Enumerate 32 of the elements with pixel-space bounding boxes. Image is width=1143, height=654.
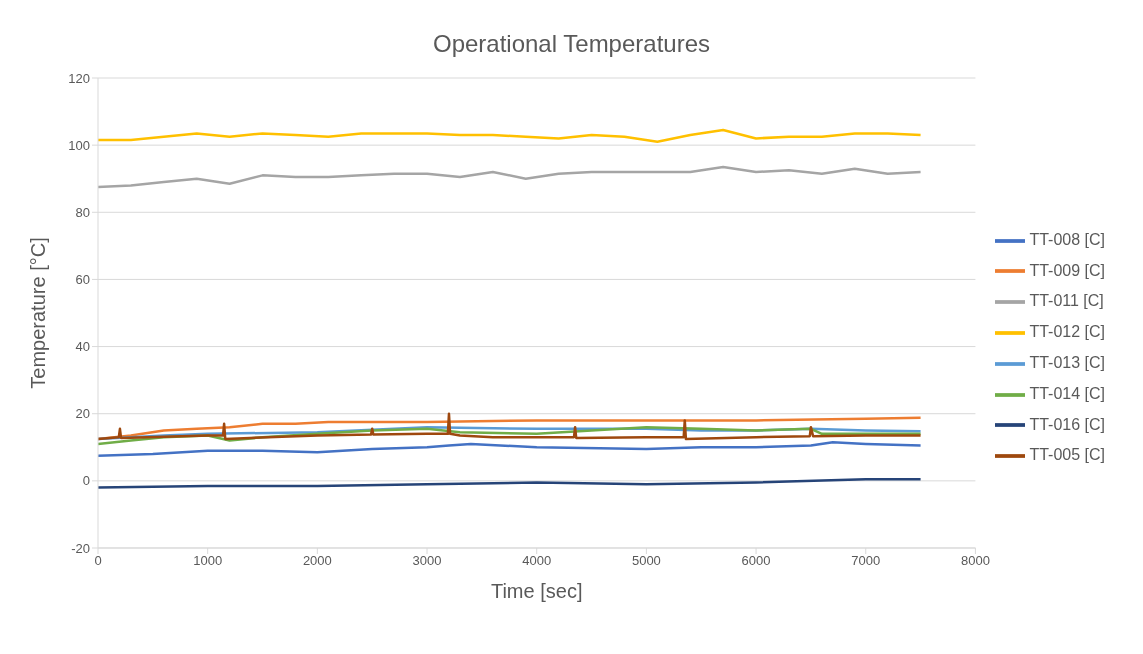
line-series (98, 441, 922, 457)
x-tick-label: 7000 (851, 553, 881, 569)
y-tick-label: 0 (82, 473, 90, 489)
x-axis-title: Time [sec] (490, 580, 583, 602)
y-tick-label: 20 (75, 406, 90, 422)
legend-label: TT-013 [C] (1029, 354, 1105, 371)
y-tick-label: 100 (68, 137, 90, 153)
x-tick-label: 6000 (741, 553, 771, 569)
legend-label: TT-009 [C] (1029, 261, 1105, 279)
legend-label: TT-005 [C] (1029, 446, 1105, 464)
x-tick-label: 1000 (193, 553, 223, 569)
x-tick-label: 0 (94, 553, 102, 569)
legend-label: TT-008 [C] (1029, 230, 1105, 248)
y-tick-label: 60 (75, 272, 90, 288)
x-tick-label: 8000 (960, 553, 990, 569)
y-tick-label: 120 (68, 70, 90, 86)
x-tick-label: 5000 (631, 553, 661, 569)
y-tick-label: -20 (71, 540, 90, 556)
x-tick-label: 4000 (522, 553, 552, 569)
legend-label: TT-016 [C] (1029, 415, 1105, 433)
legend-label: TT-012 [C] (1029, 323, 1105, 341)
y-tick-label: 80 (75, 204, 90, 220)
chart-title: Operational Temperatures (431, 29, 711, 59)
line-series (98, 165, 922, 189)
legend-label: TT-011 [C] (1029, 292, 1104, 310)
y-tick-label: 40 (75, 339, 90, 355)
legend-label: TT-014 [C] (1029, 384, 1105, 402)
y-axis-title: Temperature [°C] (27, 237, 50, 389)
x-tick-label: 3000 (412, 553, 442, 569)
x-tick-label: 2000 (302, 553, 332, 569)
line-series (98, 128, 922, 144)
line-series (98, 477, 922, 489)
